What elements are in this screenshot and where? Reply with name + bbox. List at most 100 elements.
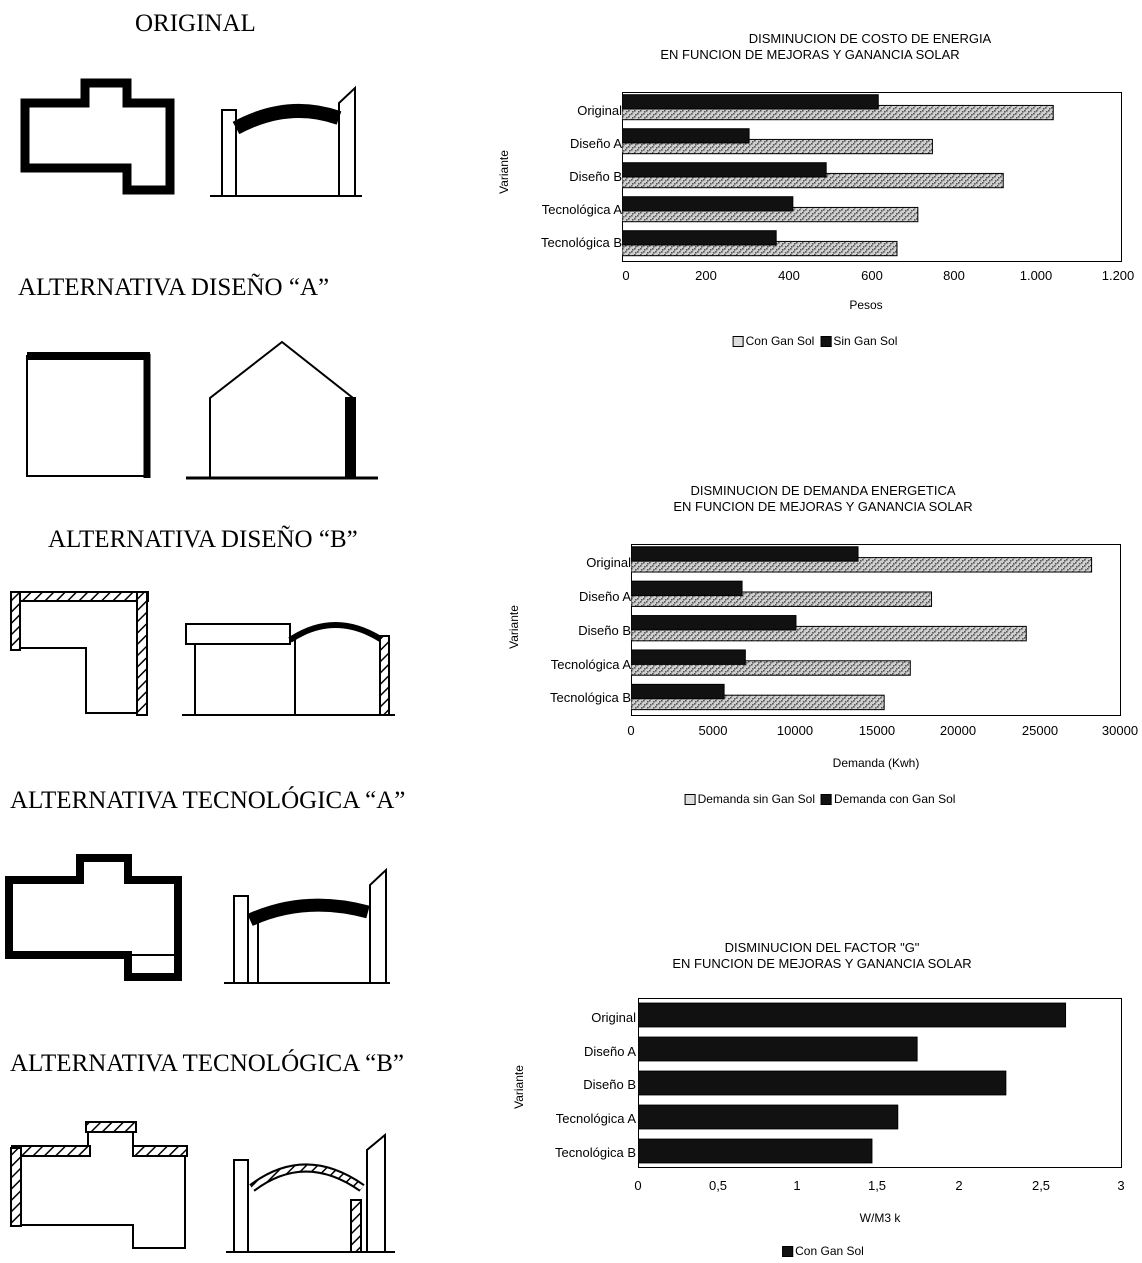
chart-2-xlabel: Demanda (Kwh) [832, 756, 920, 770]
section-original [210, 85, 362, 197]
legend-item: Demanda sin Gan Sol [684, 792, 815, 806]
section-diseno-a [186, 340, 378, 480]
chart-3-cat-label: Diseño A [583, 1044, 636, 1059]
plan-original [20, 78, 175, 195]
chart-3-xtick: 1 [793, 1178, 801, 1193]
chart-1-xtick: 600 [861, 268, 883, 283]
chart-1-xtick: 1.200 [1101, 268, 1135, 283]
bar-dark [631, 546, 859, 562]
bar-dark [622, 230, 777, 246]
bar-dark [638, 1138, 873, 1164]
plan-tecno-a [5, 854, 182, 981]
chart-2-cat-label: Tecnológica B [550, 690, 631, 705]
legend-label: Sin Gan Sol [833, 334, 898, 348]
section-tecno-a [224, 867, 390, 984]
bar-dark [631, 615, 797, 631]
legend-label: Con Gan Sol [745, 334, 815, 348]
legend-item: Sin Gan Sol [820, 334, 897, 348]
bar-dark [631, 683, 725, 700]
chart-1-cat-label: Original [577, 103, 622, 118]
chart-1-subtitle: EN FUNCION DE MEJORAS Y GANANCIA SOLAR [660, 47, 960, 62]
chart-1-cat-label: Tecnológica A [541, 202, 622, 217]
chart-1-xlabel: Pesos [849, 298, 883, 312]
legend-label: Demanda con Gan Sol [834, 792, 956, 806]
plan-diseno-a [26, 352, 151, 478]
section-tecno-b [226, 1132, 395, 1253]
chart-2-xtick: 25000 [1021, 723, 1059, 738]
variant-title-diseno-a: ALTERNATIVA DISEÑO “A” [18, 274, 330, 301]
chart-1-cat-label: Diseño A [569, 136, 622, 151]
legend-label: Demanda sin Gan Sol [697, 792, 815, 806]
chart-2-legend: Demanda sin Gan Sol Demanda con Gan Sol [684, 792, 955, 806]
chart-3-plot [638, 998, 1122, 1168]
chart-1-cat-label: Tecnológica B [541, 235, 622, 250]
legend-item: Con Gan Sol [732, 334, 815, 348]
chart-3-xtick: 2 [955, 1178, 963, 1193]
chart-2-plot [631, 544, 1121, 716]
chart-2-cat-label: Diseño A [578, 589, 631, 604]
bar-dark [631, 649, 746, 665]
chart-1-xtick: 0 [622, 268, 630, 283]
chart-1-xtick: 400 [778, 268, 800, 283]
chart-2-title: DISMINUCION DE DEMANDA ENERGETICA [690, 483, 956, 498]
variant-title-tecno-a: ALTERNATIVA TECNOLÓGICA “A” [10, 787, 406, 814]
chart-3-xtick: 2,5 [1031, 1178, 1051, 1193]
legend-swatch-light [732, 336, 744, 348]
chart-2-xtick: 10000 [776, 723, 814, 738]
chart-3-xtick: 0,5 [708, 1178, 728, 1193]
chart-3-subtitle: EN FUNCION DE MEJORAS Y GANANCIA SOLAR [672, 956, 972, 971]
legend-swatch-dark [821, 794, 832, 806]
chart-3-xlabel: W/M3 k [859, 1211, 901, 1225]
chart-2-xtick: 30000 [1101, 723, 1139, 738]
bar-dark [638, 1070, 1007, 1096]
chart-1-legend: Con Gan Sol Sin Gan Sol [732, 334, 897, 348]
legend-swatch-light [684, 794, 696, 806]
chart-3-legend: Con Gan Sol [782, 1244, 864, 1258]
chart-2-xtick: 20000 [939, 723, 977, 738]
chart-2-cat-label: Diseño B [578, 623, 631, 638]
chart-2-cat-label: Original [586, 555, 631, 570]
legend-label: Con Gan Sol [795, 1244, 864, 1258]
variant-title-original: ORIGINAL [135, 10, 256, 37]
bar-dark [638, 1036, 918, 1062]
section-diseno-b [182, 622, 395, 716]
chart-2-cat-label: Tecnológica A [550, 657, 631, 672]
chart-3-cat-label: Tecnológica B [555, 1145, 636, 1160]
bar-dark [631, 580, 743, 597]
chart-1-title: DISMINUCION DE COSTO DE ENERGIA [748, 31, 992, 46]
bar-dark [622, 162, 827, 178]
chart-2-xtick: 5000 [698, 723, 728, 738]
legend-item: Demanda con Gan Sol [821, 792, 955, 806]
chart-1-plot [622, 92, 1122, 262]
chart-3-cat-label: Original [591, 1010, 636, 1025]
plan-tecno-b [10, 1121, 188, 1249]
chart-1-xtick: 200 [695, 268, 717, 283]
chart-3-xtick: 1,5 [867, 1178, 887, 1193]
legend-swatch-dark [820, 336, 832, 348]
chart-1-cat-label: Diseño B [569, 169, 622, 184]
chart-3-cat-label: Tecnológica A [555, 1111, 636, 1126]
chart-2-subtitle: EN FUNCION DE MEJORAS Y GANANCIA SOLAR [673, 499, 973, 514]
chart-3-xtick: 0 [634, 1178, 642, 1193]
chart-1-xtick: 1.000 [1019, 268, 1053, 283]
chart-1-xtick: 800 [943, 268, 965, 283]
chart-2-ylabel: Variante [506, 605, 521, 649]
chart-1-ylabel: Variante [496, 150, 511, 194]
variant-title-diseno-b: ALTERNATIVA DISEÑO “B” [48, 526, 358, 553]
bar-dark [622, 196, 794, 212]
chart-3-cat-label: Diseño B [583, 1077, 636, 1092]
legend-item: Con Gan Sol [782, 1244, 864, 1258]
bar-dark [638, 1002, 1067, 1028]
variant-title-tecno-b: ALTERNATIVA TECNOLÓGICA “B” [10, 1050, 404, 1077]
chart-3-title: DISMINUCION DEL FACTOR "G" [724, 940, 920, 955]
bar-dark [622, 128, 750, 144]
chart-3-ylabel: Variante [511, 1065, 526, 1109]
architectural-sketches [5, 78, 395, 1253]
legend-swatch-dark [782, 1246, 794, 1258]
chart-2-xtick: 15000 [858, 723, 896, 738]
bar-dark [638, 1104, 899, 1130]
chart-2-xtick: 0 [627, 723, 635, 738]
chart-3-xtick: 3 [1117, 1178, 1125, 1193]
plan-diseno-b [10, 591, 149, 716]
bar-dark [622, 94, 879, 110]
